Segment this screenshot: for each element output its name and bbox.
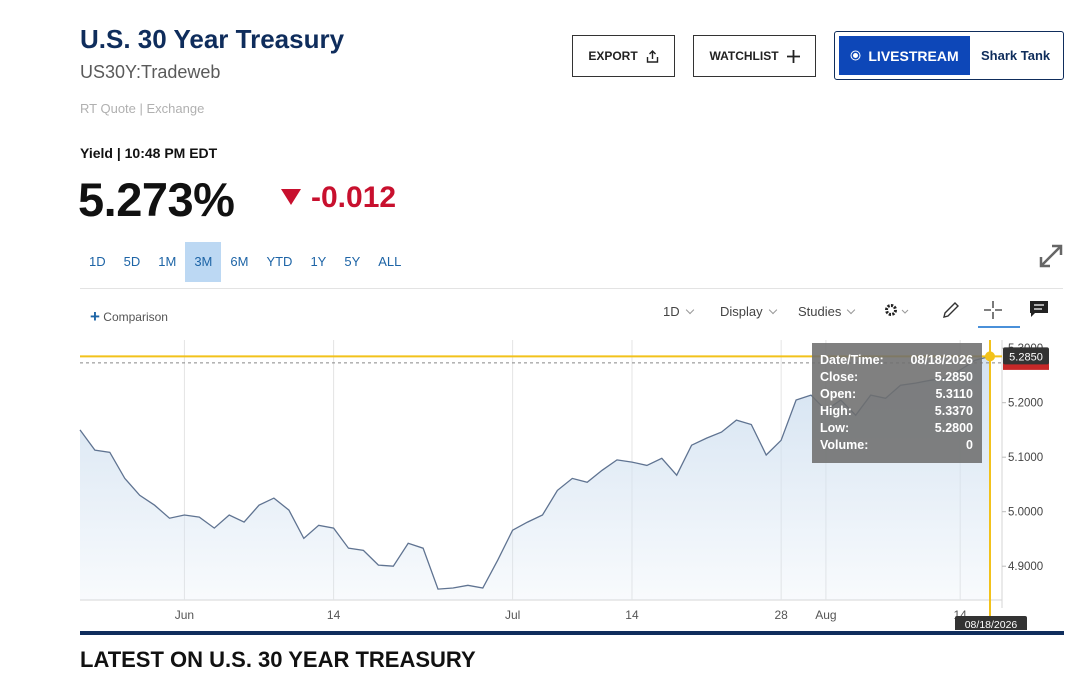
tooltip-value: 5.3370 xyxy=(934,404,973,418)
crosshair-icon[interactable] xyxy=(978,298,1020,330)
range-tab[interactable]: YTD xyxy=(266,254,293,269)
tooltip-row: High: 5.3370 xyxy=(820,403,973,420)
tooltip-row: Volume: 0 xyxy=(820,437,973,454)
tooltip-value: 08/18/2026 xyxy=(910,353,973,367)
source: RT Quote | Exchange xyxy=(80,101,205,116)
comment-icon[interactable] xyxy=(1029,300,1049,318)
settings-icon[interactable] xyxy=(883,302,913,320)
title: U.S. 30 Year Treasury xyxy=(80,24,345,54)
tooltip-row: Close: 5.2850 xyxy=(820,369,973,386)
draw-icon[interactable] xyxy=(941,300,961,320)
comparison-label: Comparison xyxy=(103,310,168,324)
price: 5.273% xyxy=(78,173,235,226)
section-bar xyxy=(80,631,1064,635)
yield-label: Yield | 10:48 PM EDT xyxy=(80,145,218,161)
tooltip-label: Volume: xyxy=(820,438,869,452)
range-tab[interactable]: 6M xyxy=(230,254,249,269)
y-tick-label: 5.0000 xyxy=(1008,507,1043,519)
tooltip-row: Low: 5.2800 xyxy=(820,420,973,437)
section-heading: LATEST ON U.S. 30 YEAR TREASURY xyxy=(80,647,476,672)
range-tab[interactable]: 5D xyxy=(123,254,141,269)
tooltip-value: 0 xyxy=(966,438,973,452)
live-dot xyxy=(850,50,861,61)
tooltip-row: Open: 5.3110 xyxy=(820,386,973,403)
range-tab[interactable]: 1D xyxy=(89,254,106,269)
range-tab[interactable]: 3M xyxy=(185,242,222,282)
tooltip-value: 5.3110 xyxy=(935,387,973,401)
divider xyxy=(80,288,1063,289)
livestream-button[interactable]: LIVESTREAM xyxy=(839,36,970,75)
show-link[interactable]: Shark Tank xyxy=(981,48,1051,63)
x-tick-label: Jul xyxy=(505,608,520,622)
date-tag xyxy=(955,616,1027,630)
tooltip-label: High: xyxy=(820,404,852,418)
x-tick-label: 14 xyxy=(625,608,639,622)
price-tag xyxy=(1003,347,1049,365)
crosshair-dot xyxy=(985,351,995,362)
range-tab[interactable]: 1Y xyxy=(310,254,327,269)
chart: Jun 14 Jul 14 28 Aug 144.90005.00005.10005.200… xyxy=(79,340,1049,630)
tooltip-label: Date/Time: xyxy=(820,353,884,367)
watchlist-label: WATCHLIST xyxy=(709,49,779,63)
x-tick-label: Aug xyxy=(815,608,836,622)
y-tick-label: 5.2000 xyxy=(1008,398,1043,410)
range-tabs: 1D 5D 1M 3M 6M YTD 1Y 5Y ALL xyxy=(80,242,410,282)
export-button[interactable]: EXPORT xyxy=(572,35,675,77)
tooltip-label: Open: xyxy=(820,387,857,401)
area xyxy=(80,356,990,600)
export-icon xyxy=(646,49,658,63)
y-tick-label: 4.9000 xyxy=(1008,561,1043,573)
x-tick-label: Jun xyxy=(175,608,194,622)
interval-label: 1D xyxy=(663,304,680,319)
price-change: -0.012 xyxy=(311,181,397,214)
page: U.S. 30 Year Treasury US30Y:Tradeweb RT … xyxy=(0,0,1080,656)
tooltip-row: Date/Time: 08/18/2026 xyxy=(820,352,973,369)
tooltip: Date/Time: 08/18/2026 Close: 5.2850 Open: 5.3… xyxy=(812,343,982,463)
comparison-button[interactable]: + Comparison xyxy=(90,307,168,326)
symbol: US30Y:Tradeweb xyxy=(80,62,221,82)
date-tag-label: 08/18/2026 xyxy=(965,619,1018,630)
watchlist-button[interactable]: WATCHLIST xyxy=(693,35,816,77)
livestream-label: LIVESTREAM xyxy=(868,47,959,64)
export-label: EXPORT xyxy=(588,49,638,63)
tooltip-value: 5.2800 xyxy=(934,421,973,435)
plus-icon xyxy=(786,49,800,63)
studies-menu[interactable]: Studies xyxy=(798,304,854,319)
range-tab[interactable]: 5Y xyxy=(344,254,361,269)
x-tick-label: 28 xyxy=(774,608,788,622)
expand-icon[interactable] xyxy=(1038,243,1064,269)
down-arrow xyxy=(281,189,301,205)
y-tick-label: 5.1000 xyxy=(1008,452,1043,464)
display-label: Display xyxy=(720,304,763,319)
tooltip-label: Close: xyxy=(820,370,859,384)
interval-menu[interactable]: 1D xyxy=(663,304,693,319)
price-tag-label: 5.2850 xyxy=(1009,351,1043,363)
tooltip-label: Low: xyxy=(820,421,850,435)
x-tick-label: 14 xyxy=(327,608,341,622)
range-tab[interactable]: 1M xyxy=(158,254,177,269)
range-tab[interactable]: ALL xyxy=(378,254,402,269)
livestream-box: LIVESTREAM Shark Tank xyxy=(834,31,1064,80)
tooltip-value: 5.2850 xyxy=(934,370,973,384)
studies-label: Studies xyxy=(798,304,842,319)
display-menu[interactable]: Display xyxy=(720,304,776,319)
